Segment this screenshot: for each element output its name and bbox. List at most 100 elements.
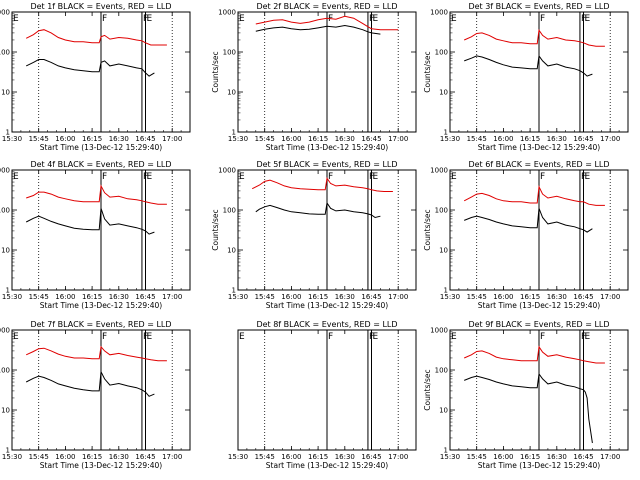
x-tick-label: 15:45 (255, 135, 275, 143)
x-tick-label: 16:00 (281, 135, 301, 143)
y-tick-label: 100 (223, 49, 236, 57)
y-tick-label: 1 (6, 287, 10, 295)
panel-title: Det 9f BLACK = Events, RED = LLD (468, 320, 609, 329)
y-tick-label: 1000 (218, 9, 236, 17)
x-axis-label: Start Time (13-Dec-12 15:29:40) (266, 461, 388, 470)
x-tick-label: 17:00 (600, 135, 620, 143)
x-axis-label: Start Time (13-Dec-12 15:29:40) (266, 301, 388, 310)
x-tick-label: 15:30 (2, 293, 22, 301)
y-tick-label: 1000 (0, 327, 10, 335)
y-axis-label: Counts/sec (423, 369, 432, 410)
panel-title: Det 7f BLACK = Events, RED = LLD (30, 320, 171, 329)
x-tick-label: 16:00 (281, 453, 301, 461)
x-tick-label: 15:30 (2, 453, 22, 461)
panel-title: Det 3f BLACK = Events, RED = LLD (468, 2, 609, 11)
y-tick-label: 100 (0, 207, 10, 215)
y-tick-label: 1 (6, 447, 10, 455)
series-line (25, 345, 167, 362)
y-tick-label: 1000 (0, 9, 10, 17)
series-line (251, 176, 393, 192)
panel-title: Det 2f BLACK = Events, RED = LLD (256, 2, 397, 11)
panel-title: Det 1f BLACK = Events, RED = LLD (30, 2, 171, 11)
marker-label: E (239, 332, 245, 342)
marker-label: F (328, 332, 333, 342)
x-axis-label: Start Time (13-Dec-12 15:29:40) (40, 461, 162, 470)
x-tick-label: 15:30 (440, 135, 460, 143)
panel-title: Det 8f BLACK = Events, RED = LLD (256, 320, 397, 329)
marker-label: F (102, 172, 107, 182)
y-tick-label: 1 (444, 129, 448, 137)
x-tick-label: 16:15 (82, 135, 102, 143)
marker-label: E (147, 14, 153, 24)
y-tick-label: 100 (435, 207, 448, 215)
marker-label: E (13, 172, 19, 182)
marker-label: E (451, 172, 457, 182)
x-tick-label: 16:45 (573, 293, 593, 301)
y-tick-label: 100 (0, 367, 10, 375)
x-tick-label: 17:00 (388, 453, 408, 461)
marker-label: F (540, 14, 545, 24)
y-tick-label: 1 (444, 287, 448, 295)
x-tick-label: 17:00 (388, 293, 408, 301)
x-axis-label: Start Time (13-Dec-12 15:29:40) (40, 301, 162, 310)
x-tick-label: 15:45 (255, 293, 275, 301)
marker-label: E (239, 14, 245, 24)
x-tick-label: 17:00 (600, 453, 620, 461)
x-tick-label: 16:30 (109, 453, 129, 461)
x-tick-label: 16:15 (82, 293, 102, 301)
x-tick-label: 16:00 (55, 293, 75, 301)
panel-title: Det 4f BLACK = Events, RED = LLD (30, 160, 171, 169)
x-tick-label: 16:30 (109, 293, 129, 301)
marker-label: E (13, 14, 19, 24)
x-tick-label: 16:15 (520, 135, 540, 143)
marker-label: F (540, 172, 545, 182)
x-tick-label: 16:15 (308, 453, 328, 461)
y-tick-label: 10 (1, 89, 10, 97)
x-tick-label: 15:45 (467, 135, 487, 143)
marker-label: E (451, 332, 457, 342)
x-tick-label: 16:45 (135, 453, 155, 461)
marker-label: F (540, 332, 545, 342)
marker-label: E (451, 14, 457, 24)
marker-label: E (373, 14, 379, 24)
y-tick-label: 10 (1, 247, 10, 255)
series-line (463, 345, 605, 364)
x-tick-label: 16:00 (493, 135, 513, 143)
x-tick-label: 17:00 (600, 293, 620, 301)
panel-4: Det 4f BLACK = Events, RED = LLD 15:30 15:… (0, 160, 191, 310)
marker-label: E (13, 332, 19, 342)
x-tick-label: 17:00 (162, 453, 182, 461)
x-tick-label: 16:30 (335, 135, 355, 143)
x-tick-label: 16:45 (135, 135, 155, 143)
y-tick-label: 10 (227, 89, 236, 97)
series-line (255, 24, 381, 35)
x-tick-label: 16:30 (547, 453, 567, 461)
marker-label: E (585, 332, 591, 342)
y-tick-label: 100 (0, 49, 10, 57)
x-tick-label: 15:45 (29, 293, 49, 301)
x-tick-label: 16:45 (361, 453, 381, 461)
y-tick-label: 10 (439, 89, 448, 97)
marker-label: F (328, 172, 333, 182)
y-tick-label: 1000 (430, 9, 448, 17)
x-tick-label: 16:00 (55, 453, 75, 461)
y-tick-label: 1 (232, 129, 236, 137)
x-tick-label: 16:30 (109, 135, 129, 143)
x-tick-label: 17:00 (162, 135, 182, 143)
series-line (463, 185, 605, 206)
y-tick-label: 10 (227, 247, 236, 255)
series-line (464, 54, 593, 77)
x-tick-label: 16:15 (308, 293, 328, 301)
x-axis-label: Start Time (13-Dec-12 15:29:40) (478, 143, 600, 152)
y-tick-label: 100 (435, 367, 448, 375)
marker-label: E (147, 332, 153, 342)
x-axis-label: Start Time (13-Dec-12 15:29:40) (478, 461, 600, 470)
y-tick-label: 1000 (0, 167, 10, 175)
x-axis-label: Start Time (13-Dec-12 15:29:40) (478, 301, 600, 310)
x-tick-label: 16:30 (547, 293, 567, 301)
y-tick-label: 1000 (218, 167, 236, 175)
x-tick-label: 15:30 (440, 453, 460, 461)
x-tick-label: 16:15 (520, 293, 540, 301)
series-line (464, 208, 593, 233)
